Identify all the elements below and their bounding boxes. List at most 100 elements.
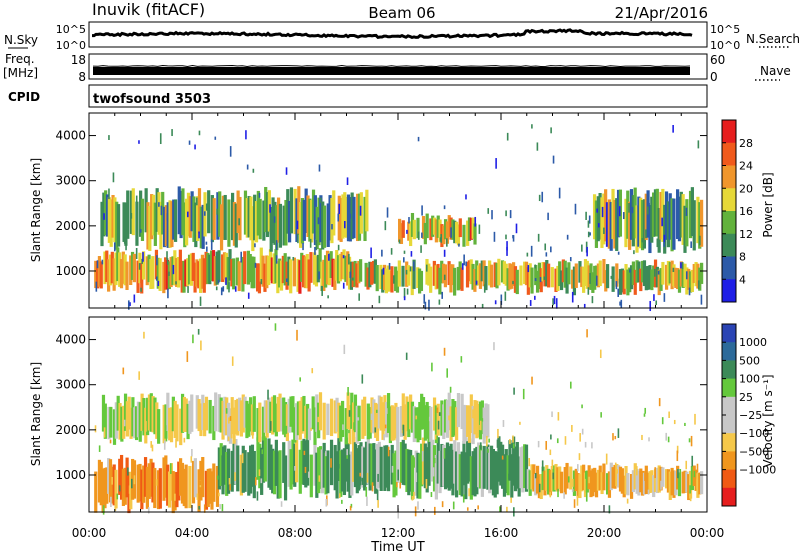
echo-cell bbox=[388, 406, 393, 444]
echo-cell bbox=[633, 269, 637, 295]
echo-speckle bbox=[677, 469, 679, 479]
echo-speckle bbox=[399, 482, 402, 489]
echo-speckle bbox=[481, 418, 484, 422]
echo-cell bbox=[399, 223, 404, 244]
echo-cell bbox=[173, 472, 177, 511]
echo-cell bbox=[145, 466, 150, 509]
echo-speckle bbox=[446, 238, 448, 247]
echo-cell bbox=[134, 406, 139, 441]
echo-speckle bbox=[697, 280, 700, 290]
echo-cell bbox=[477, 442, 481, 488]
echo-cell bbox=[350, 192, 354, 240]
echo-speckle bbox=[222, 286, 225, 292]
freq-panel: Freq. [MHz] 18 8 60 0 Nave bbox=[3, 52, 791, 84]
echo-cell bbox=[259, 247, 263, 282]
echo-speckle bbox=[589, 232, 591, 236]
echo-cell bbox=[272, 450, 277, 495]
echo-cell bbox=[427, 263, 431, 286]
echo-speckle bbox=[325, 499, 328, 507]
echo-cell bbox=[386, 265, 390, 292]
echo-cell bbox=[550, 466, 554, 492]
echo-cell bbox=[306, 439, 310, 486]
velocity-colorbar-label: Velocity [m s⁻¹] bbox=[761, 374, 775, 467]
echo-speckle bbox=[388, 262, 391, 270]
echo-speckle bbox=[403, 288, 406, 298]
echo-cell bbox=[589, 263, 593, 290]
echo-cell bbox=[157, 409, 161, 444]
echo-speckle bbox=[116, 493, 119, 500]
echo-cell bbox=[212, 405, 216, 441]
echo-cell bbox=[363, 447, 367, 491]
echo-cell bbox=[291, 439, 295, 485]
echo-cell bbox=[177, 186, 181, 235]
echo-speckle bbox=[166, 213, 169, 221]
echo-cell bbox=[210, 250, 214, 281]
echo-speckle bbox=[204, 211, 206, 216]
echo-speckle bbox=[229, 146, 232, 157]
echo-speckle bbox=[143, 331, 145, 339]
echo-cell bbox=[383, 395, 387, 431]
echo-speckle bbox=[595, 275, 598, 286]
echo-cell bbox=[287, 440, 291, 487]
echo-speckle bbox=[317, 217, 320, 225]
echo-cell bbox=[528, 470, 532, 496]
echo-cell bbox=[168, 200, 172, 248]
echo-cell bbox=[526, 267, 530, 295]
nave-tick-bottom: 0 bbox=[710, 70, 718, 84]
echo-cell bbox=[250, 404, 255, 436]
echo-speckle bbox=[228, 282, 230, 293]
echo-cell bbox=[606, 264, 610, 289]
echo-cell bbox=[624, 198, 628, 248]
echo-speckle bbox=[127, 467, 129, 476]
echo-speckle bbox=[328, 253, 330, 261]
echo-speckle bbox=[130, 213, 133, 219]
echo-speckle bbox=[168, 271, 170, 276]
echo-speckle bbox=[661, 417, 664, 425]
echo-speckle bbox=[348, 429, 350, 434]
echo-cell bbox=[646, 265, 650, 290]
echo-cell bbox=[215, 465, 220, 507]
echo-speckle bbox=[350, 503, 353, 508]
echo-cell bbox=[148, 206, 152, 251]
time-tick-label: 12:00 bbox=[381, 526, 416, 540]
time-axis-labels: 00:00 04:00 08:00 12:00 16:00 20:00 00:00 bbox=[72, 526, 725, 540]
echo-cell bbox=[377, 395, 381, 429]
echo-cell bbox=[150, 194, 154, 240]
echo-speckle bbox=[667, 436, 670, 443]
echo-speckle bbox=[101, 259, 104, 265]
echo-cell bbox=[219, 397, 223, 433]
echo-cell bbox=[146, 397, 150, 436]
echo-cell bbox=[611, 467, 615, 489]
echo-speckle bbox=[285, 425, 288, 434]
echo-cell bbox=[644, 266, 648, 291]
echo-speckle bbox=[274, 323, 277, 331]
echo-cell bbox=[465, 261, 470, 288]
colorbar-tick-label: −100 bbox=[739, 427, 769, 440]
echo-cell bbox=[596, 469, 600, 491]
echo-cell bbox=[182, 260, 186, 293]
echo-cell bbox=[453, 267, 457, 296]
echo-speckle bbox=[608, 505, 611, 514]
echo-cell bbox=[655, 266, 659, 288]
echo-cell bbox=[469, 394, 473, 434]
echo-cell bbox=[227, 199, 231, 247]
echo-speckle bbox=[600, 412, 602, 418]
echo-cell bbox=[482, 445, 486, 489]
echo-cell bbox=[296, 259, 300, 292]
echo-cell bbox=[234, 399, 238, 435]
echo-cell bbox=[451, 264, 455, 286]
echo-cell bbox=[418, 401, 422, 440]
echo-speckle bbox=[475, 280, 478, 285]
echo-cell bbox=[324, 255, 328, 288]
echo-speckle bbox=[460, 356, 463, 363]
echo-speckle bbox=[433, 506, 436, 515]
echo-speckle bbox=[585, 491, 588, 502]
echo-cell bbox=[238, 196, 242, 241]
echo-speckle bbox=[578, 453, 581, 461]
echo-cell bbox=[438, 219, 442, 243]
echo-speckle bbox=[515, 223, 518, 234]
echo-speckle bbox=[218, 492, 220, 497]
echo-speckle bbox=[123, 419, 126, 427]
echo-cell bbox=[295, 198, 299, 242]
